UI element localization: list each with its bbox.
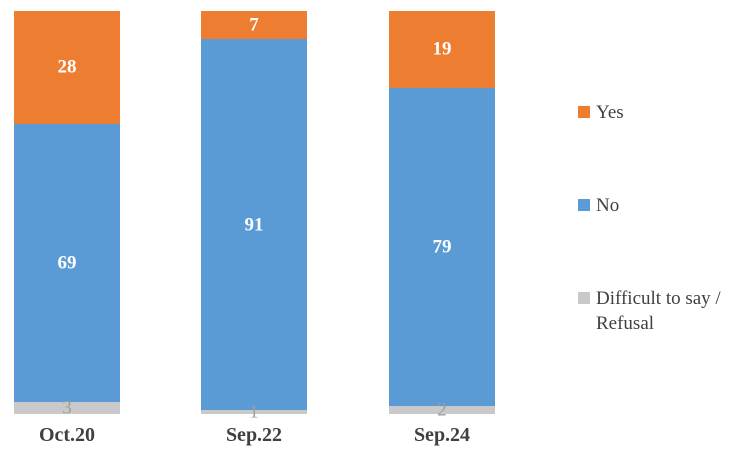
bar-segment-no: 79 [389, 87, 495, 406]
legend-label: No [596, 195, 620, 216]
legend-item-no: No [578, 193, 619, 218]
legend-swatch-icon [578, 199, 590, 211]
bar-segment-no: 69 [14, 123, 120, 402]
legend-label: Difficult to say / Refusal [596, 288, 721, 335]
bar-column-sep-22: 7 91 1 [201, 11, 307, 421]
category-label: Sep.24 [413, 424, 471, 446]
bar-segment-yes: 19 [389, 11, 495, 88]
legend-label: Yes [596, 102, 624, 123]
bar-column-sep-24: 19 79 2 [389, 11, 495, 419]
category-label: Oct.20 [38, 424, 96, 446]
bar-segment-no: 91 [201, 39, 307, 410]
legend-swatch-icon [578, 292, 590, 304]
legend-item-difficult-to-say-refusal: Difficult to say / Refusal [578, 286, 748, 336]
category-label: Sep.22 [225, 424, 283, 446]
legend-swatch-icon [578, 106, 590, 118]
legend-item-yes: Yes [578, 100, 624, 125]
